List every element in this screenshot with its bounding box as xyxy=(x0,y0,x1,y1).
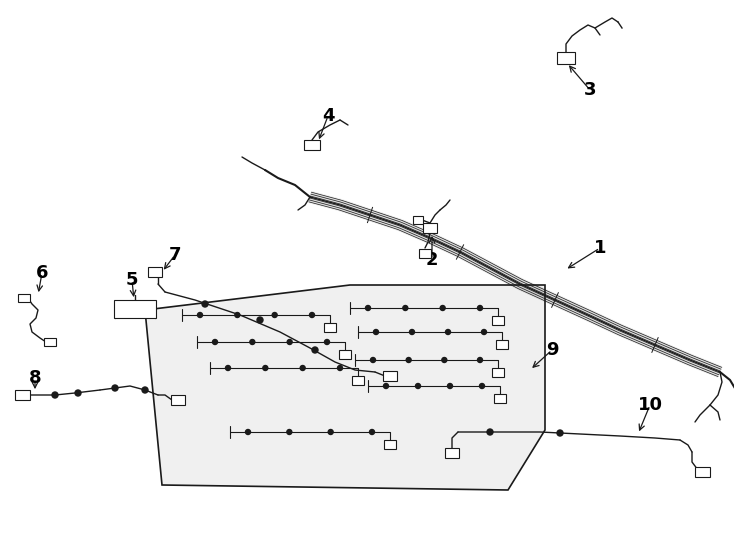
Bar xyxy=(419,248,431,258)
Text: 6: 6 xyxy=(36,264,48,282)
Text: 7: 7 xyxy=(169,246,181,264)
Bar xyxy=(304,140,320,150)
Polygon shape xyxy=(145,285,545,490)
Circle shape xyxy=(328,429,333,435)
Circle shape xyxy=(374,329,379,334)
Circle shape xyxy=(257,317,263,323)
Bar xyxy=(18,294,30,302)
Bar xyxy=(148,267,162,277)
Bar xyxy=(383,371,397,381)
Circle shape xyxy=(263,366,268,370)
Bar xyxy=(492,315,504,325)
Circle shape xyxy=(310,313,314,318)
Circle shape xyxy=(272,313,277,318)
Circle shape xyxy=(366,306,371,310)
Circle shape xyxy=(287,429,292,435)
Circle shape xyxy=(371,357,376,362)
Text: 9: 9 xyxy=(546,341,559,359)
Circle shape xyxy=(225,366,230,370)
Bar xyxy=(445,448,459,458)
Circle shape xyxy=(442,357,447,362)
Circle shape xyxy=(197,313,203,318)
Circle shape xyxy=(415,383,421,388)
Circle shape xyxy=(324,340,330,345)
Text: 5: 5 xyxy=(126,271,138,289)
Bar xyxy=(494,394,506,402)
Bar xyxy=(492,368,504,376)
Circle shape xyxy=(557,430,563,436)
Circle shape xyxy=(287,340,292,345)
Circle shape xyxy=(410,329,415,334)
Circle shape xyxy=(312,347,318,353)
Circle shape xyxy=(383,383,388,388)
Circle shape xyxy=(448,383,452,388)
Circle shape xyxy=(75,390,81,396)
Circle shape xyxy=(406,357,411,362)
Circle shape xyxy=(479,383,484,388)
Circle shape xyxy=(478,306,482,310)
Bar xyxy=(339,349,351,359)
Circle shape xyxy=(369,429,374,435)
Bar xyxy=(694,467,710,477)
Circle shape xyxy=(300,366,305,370)
Circle shape xyxy=(235,313,240,318)
Text: 8: 8 xyxy=(29,369,41,387)
Bar xyxy=(15,390,29,400)
Text: 10: 10 xyxy=(638,396,663,414)
Text: 2: 2 xyxy=(426,251,438,269)
Bar xyxy=(324,322,336,332)
Bar xyxy=(496,340,508,348)
Bar xyxy=(44,338,56,346)
Circle shape xyxy=(487,429,493,435)
Bar xyxy=(384,440,396,449)
Circle shape xyxy=(446,329,451,334)
Circle shape xyxy=(478,357,482,362)
Circle shape xyxy=(112,385,118,391)
Bar xyxy=(352,375,364,384)
Circle shape xyxy=(440,306,445,310)
Bar xyxy=(171,395,185,405)
Text: 4: 4 xyxy=(321,107,334,125)
Circle shape xyxy=(245,429,250,435)
Bar xyxy=(423,223,437,233)
Circle shape xyxy=(52,392,58,398)
Text: 3: 3 xyxy=(584,81,596,99)
Circle shape xyxy=(250,340,255,345)
Bar xyxy=(557,52,575,64)
Bar xyxy=(413,216,423,224)
Circle shape xyxy=(202,301,208,307)
Circle shape xyxy=(142,387,148,393)
Text: 1: 1 xyxy=(594,239,606,257)
Circle shape xyxy=(482,329,487,334)
Bar xyxy=(114,300,156,318)
Circle shape xyxy=(403,306,408,310)
Circle shape xyxy=(213,340,217,345)
Circle shape xyxy=(338,366,343,370)
